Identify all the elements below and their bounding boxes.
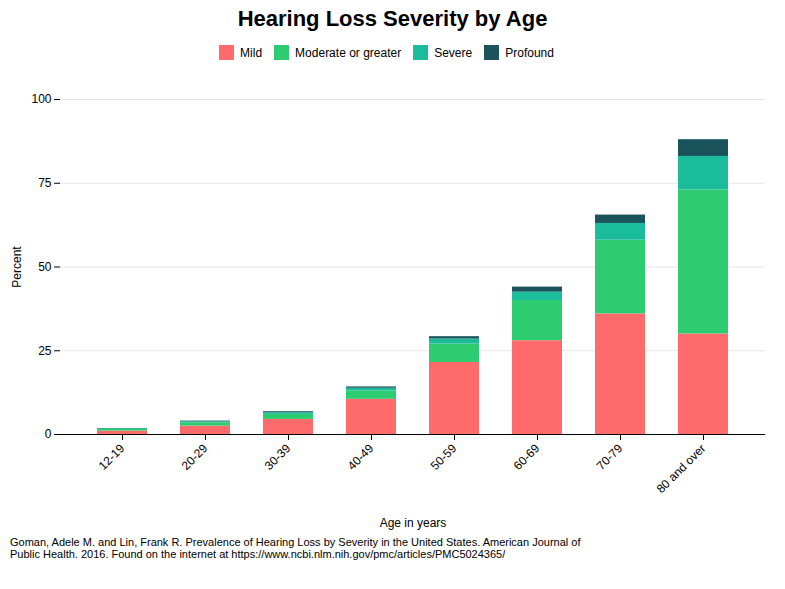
svg-text:100: 100 <box>31 92 51 106</box>
html-text:Goman, Adele M. and Lin, Frank: Goman, Adele M. and Lin, Frank R. Preval… <box>10 536 581 560</box>
html-text:Profound: Profound <box>505 45 554 60</box>
html-text:Severe: Severe <box>434 45 473 60</box>
svg-text:50: 50 <box>38 260 52 274</box>
html-text:Moderate or greater: Moderate or greater <box>295 45 402 60</box>
svg-text:25: 25 <box>38 344 52 358</box>
svg-text:20-29: 20-29 <box>179 441 211 473</box>
html-text:Mild: Mild <box>240 45 263 60</box>
svg-text:60-69: 60-69 <box>511 441 543 473</box>
svg-text:30-39: 30-39 <box>262 441 294 473</box>
svg-text:75: 75 <box>38 176 52 190</box>
svg-text:70-79: 70-79 <box>594 441 626 473</box>
svg-text:50-59: 50-59 <box>428 441 460 473</box>
svg-text:12-19: 12-19 <box>96 441 128 473</box>
html-text:Hearing Loss Severity by Age: Hearing Loss Severity by Age <box>237 6 548 31</box>
svg-text:0: 0 <box>45 427 52 441</box>
svg-text:40-49: 40-49 <box>345 441 377 473</box>
svg-text:80 and over: 80 and over <box>654 441 709 496</box>
svg-text:Percent: Percent <box>10 246 24 288</box>
svg-text:Age in years: Age in years <box>380 516 447 530</box>
